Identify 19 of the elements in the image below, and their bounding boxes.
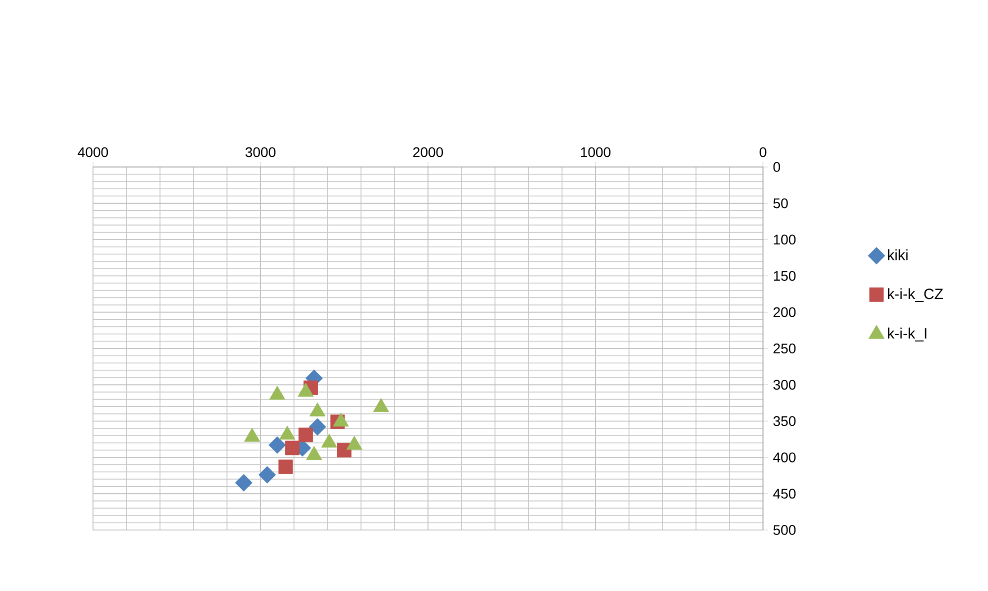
x-tick-label: 0	[760, 147, 766, 158]
y-tick-label: 450	[773, 488, 796, 499]
x-tick-label: 3000	[246, 147, 276, 158]
y-tick-label: 200	[774, 307, 796, 318]
y-tick-label: 100	[774, 234, 796, 245]
x-tick-label: 2000	[413, 147, 443, 158]
x-tick-label: 1000	[581, 147, 610, 158]
y-tick-label: 400	[773, 452, 796, 462]
legend-label: k-i-k_I	[888, 328, 926, 342]
y-tick-label: 50	[773, 198, 788, 208]
y-tick-label: 150	[774, 270, 796, 281]
y-tick-label: 300	[773, 380, 796, 390]
legend-label: k-i-k_CZ	[888, 288, 943, 302]
y-tick-label: 350	[773, 416, 796, 426]
x-tick-label: 4000	[78, 147, 108, 158]
y-tick-label: 0	[773, 162, 780, 172]
y-tick-label: 500	[773, 525, 796, 535]
legend-label: kiki	[888, 249, 908, 260]
y-tick-label: 250	[774, 344, 796, 354]
